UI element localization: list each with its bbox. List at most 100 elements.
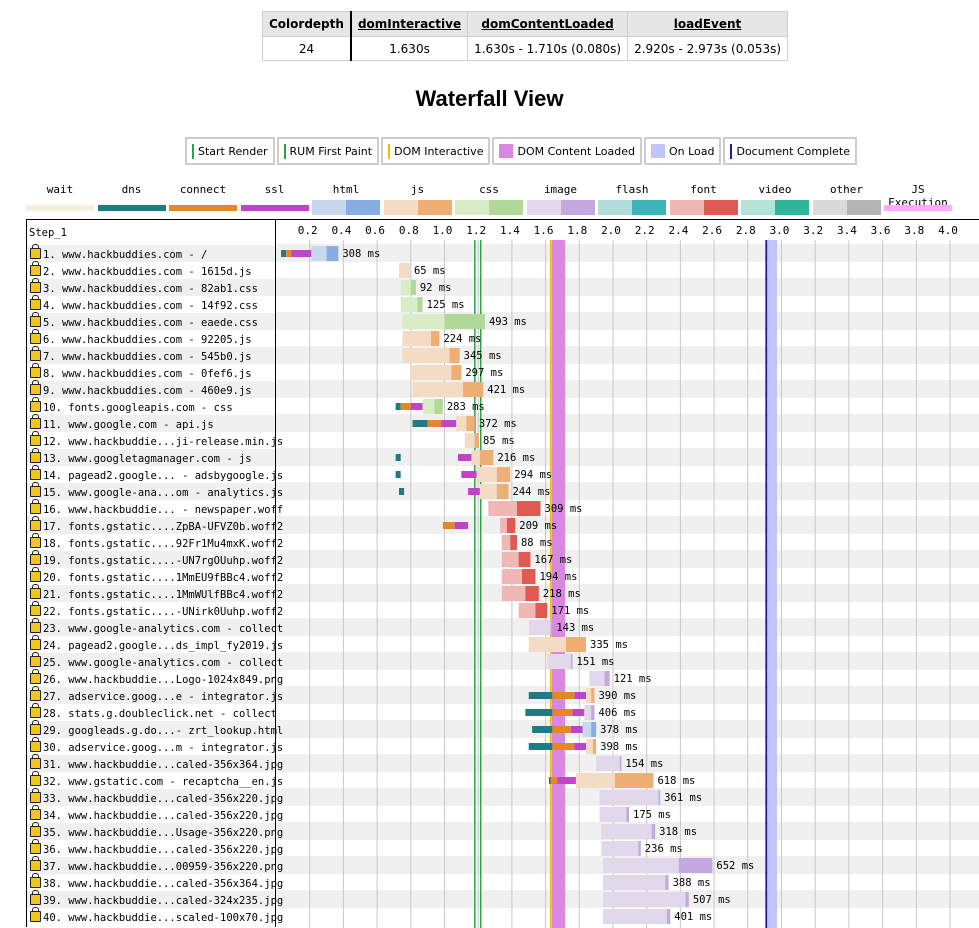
request-label[interactable]: 21. fonts.gstatic....1MmWUlfBBc4.woff2 (30, 584, 283, 601)
request-label[interactable]: 3. www.hackbuddies.com - 82ab1.css (30, 278, 258, 295)
step-label: Step_1 (29, 227, 67, 239)
request-download-bar (666, 909, 671, 924)
colordepth-header: Colordepth (261, 11, 352, 37)
request-label[interactable]: 27. adservice.goog...e - integrator.js (30, 686, 283, 703)
type-legend-swatch (812, 200, 881, 215)
request-label[interactable]: 32. www.gstatic.com - recaptcha__en.js (30, 771, 283, 788)
request-download-bar (434, 399, 443, 414)
request-duration-label: 175 ms (633, 809, 671, 821)
type-legend-swatch (383, 200, 452, 215)
type-legend-label: font (690, 183, 717, 196)
connect-segment (286, 250, 292, 257)
request-label[interactable]: 40. www.hackbuddie...scaled-100x70.jpg (30, 907, 283, 924)
request-duration-label: 121 ms (614, 673, 652, 685)
domcontentloaded-header[interactable]: domContentLoaded (467, 11, 629, 37)
request-download-bar (474, 433, 480, 448)
request-download-bar (496, 484, 509, 499)
request-label[interactable]: 10. fonts.googleapis.com - css (30, 397, 233, 414)
request-label[interactable]: 11. www.google.com - api.js (30, 414, 214, 431)
lock-icon (30, 329, 41, 344)
loadevent-header[interactable]: loadEvent (627, 11, 789, 37)
request-label-text: 17. fonts.gstatic....ZpBA-UFVZ0b.woff2 (43, 521, 284, 533)
type-legend-item: image (526, 183, 595, 215)
dns-segment (532, 726, 553, 733)
lock-icon (30, 584, 41, 599)
request-label[interactable]: 34. www.hackbuddie...caled-356x220.jpg (30, 805, 283, 822)
lock-icon (30, 261, 41, 276)
lock-icon (30, 669, 41, 684)
request-label[interactable]: 18. fonts.gstatic....92Fr1Mu4mxK.woff2 (30, 533, 283, 550)
type-legend-item: css (455, 183, 523, 215)
request-label[interactable]: 31. www.hackbuddie...caled-356x364.jpg (30, 754, 283, 771)
request-label[interactable]: 14. pagead2.google... - adsbygoogle.js (30, 465, 283, 482)
request-label[interactable]: 2. www.hackbuddies.com - 1615d.js (30, 261, 252, 278)
request-download-bar (451, 365, 462, 380)
request-label[interactable]: 12. www.hackbuddie...ji-release.min.js (30, 431, 283, 448)
request-label[interactable]: 7. www.hackbuddies.com - 545b0.js (30, 346, 252, 363)
request-label[interactable]: 20. fonts.gstatic....1MmEU9fBBc4.woff2 (30, 567, 283, 584)
request-label[interactable]: 16. www.hackbuddie... - newspaper.woff (30, 499, 283, 516)
request-duration-label: 406 ms (598, 707, 636, 719)
dominteractive-header[interactable]: domInteractive (349, 11, 469, 37)
request-label[interactable]: 9. www.hackbuddies.com - 460e9.js (30, 380, 252, 397)
request-download-bar (535, 603, 548, 618)
request-label[interactable]: 8. www.hackbuddies.com - 0fef6.js (30, 363, 252, 380)
label-row-bg (27, 687, 275, 704)
request-label[interactable]: 35. www.hackbuddie...Usage-356x220.png (30, 822, 283, 839)
colordepth-value: 24 (261, 36, 352, 61)
request-label[interactable]: 1. www.hackbuddies.com - / (30, 244, 207, 261)
x-tick-label: 1.2 (466, 224, 486, 237)
request-wait-bar (402, 314, 445, 329)
request-label[interactable]: 15. www.google-ana...om - analytics.js (30, 482, 283, 499)
request-label[interactable]: 26. www.hackbuddie...Logo-1024x849.png (30, 669, 283, 686)
type-legend-swatch (669, 200, 738, 215)
request-label[interactable]: 37. www.hackbuddie...00959-356x220.png (30, 856, 283, 873)
x-tick-label: 1.4 (500, 224, 520, 237)
waterfall-plot: 0.2 0.4 0.6 0.8 1.0 1.2 1.4 1.6 1.8 2.0 2.2 2.4 2.6 2… (276, 219, 979, 928)
request-label[interactable]: 29. googleads.g.do...- zrt_lookup.html (30, 720, 283, 737)
request-label[interactable]: 6. www.hackbuddies.com - 92205.js (30, 329, 252, 346)
request-duration-label: 294 ms (514, 469, 552, 481)
ssl-segment (574, 743, 587, 750)
request-download-bar (678, 858, 713, 873)
dns-segment (395, 471, 401, 478)
request-wait-bar (501, 535, 511, 550)
marker-legend-label: RUM First Paint (289, 144, 373, 158)
request-label[interactable]: 13. www.googletagmanager.com - js (30, 448, 252, 465)
request-wait-bar (518, 603, 536, 618)
request-label[interactable]: 17. fonts.gstatic....ZpBA-UFVZ0b.woff2 (30, 516, 284, 533)
type-legend-swatch (741, 200, 809, 215)
request-label[interactable]: 30. adservice.goog...m - integrator.js (30, 737, 283, 754)
plot-row-stripe (276, 517, 979, 534)
request-wait-bar (456, 416, 467, 431)
request-download-bar (431, 331, 440, 346)
request-label[interactable]: 23. www.google-analytics.com - collect (30, 618, 283, 635)
plot-row-stripe (276, 687, 979, 704)
request-label[interactable]: 22. fonts.gstatic....-UNirk0Uuhp.woff2 (30, 601, 283, 618)
request-duration-label: 309 ms (545, 503, 583, 515)
type-legend-item: connect (169, 183, 237, 211)
request-label[interactable]: 39. www.hackbuddie...caled-324x235.jpg (30, 890, 283, 907)
domcontentloaded-value: 1.630s - 1.710s (0.080s) (467, 36, 629, 61)
request-label[interactable]: 25. www.google-analytics.com - collect (30, 652, 283, 669)
request-download-bar (496, 467, 511, 482)
request-download-bar (550, 620, 553, 635)
request-label[interactable]: 33. www.hackbuddie...caled-356x220.jpg (30, 788, 284, 805)
request-label[interactable]: 19. fonts.gstatic....-UN7rgOUuhp.woff2 (30, 550, 283, 567)
x-tick-label: 2.0 (601, 224, 621, 237)
request-duration-label: 652 ms (716, 860, 754, 872)
request-label-text: 33. www.hackbuddie...caled-356x220.jpg (43, 793, 284, 805)
request-label[interactable]: 24. pagead2.google...ds_impl_fy2019.js (30, 635, 284, 652)
request-label-text: 24. pagead2.google...ds_impl_fy2019.js (43, 640, 284, 652)
request-label[interactable]: 28. stats.g.doubleclick.net - collect (30, 703, 277, 720)
request-label-text: 28. stats.g.doubleclick.net - collect (43, 708, 277, 720)
request-label[interactable]: 36. www.hackbuddie...caled-356x220.jpg (30, 839, 283, 856)
request-download-bar (592, 739, 597, 754)
request-label[interactable]: 38. www.hackbuddie...caled-356x364.jpg (30, 873, 283, 890)
request-duration-label: 507 ms (693, 894, 731, 906)
request-label[interactable]: 5. www.hackbuddies.com - eaede.css (30, 312, 258, 329)
request-duration-label: 65 ms (414, 265, 446, 277)
lock-icon (30, 635, 41, 650)
request-duration-label: 224 ms (443, 333, 481, 345)
request-label[interactable]: 4. www.hackbuddies.com - 14f92.css (30, 295, 258, 312)
